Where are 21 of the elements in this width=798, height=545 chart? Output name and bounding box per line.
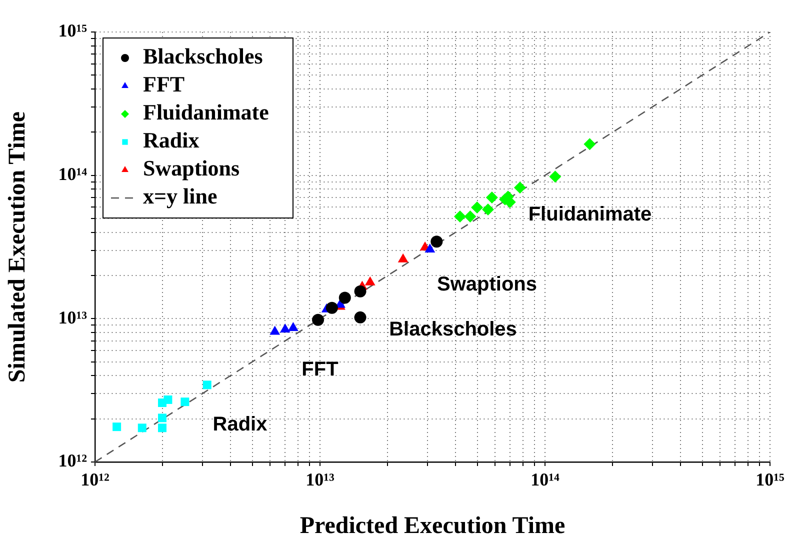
annotation: Radix (212, 414, 268, 436)
y-tick-label: 10¹² (58, 450, 87, 471)
y-tick-label: 10¹⁴ (58, 164, 88, 184)
x-axis-title: Predicted Execution Time (300, 512, 566, 539)
x-tick-label: 10¹² (80, 469, 110, 490)
y-tick-label: 10¹⁵ (58, 20, 88, 41)
legend-label: x=y line (143, 184, 218, 209)
legend-label: Fluidanimate (143, 100, 270, 125)
x-tick-label: 10¹⁴ (530, 469, 560, 490)
legend-label: Blackscholes (143, 44, 264, 69)
legend-label: Swaptions (143, 156, 240, 181)
annotation: Fluidanimate (528, 204, 652, 226)
y-tick-label: 10¹³ (58, 307, 88, 328)
x-tick-label: 10¹⁵ (756, 469, 785, 490)
legend-label: FFT (143, 72, 185, 97)
annotation: Swaptions (436, 274, 538, 296)
x-tick-label: 10¹³ (306, 469, 335, 490)
legend-label: Radix (143, 128, 200, 153)
annotation: FFT (302, 358, 338, 381)
y-axis-title: Simulated Execution Time (4, 111, 31, 383)
annotation: Blackscholes (389, 318, 517, 341)
